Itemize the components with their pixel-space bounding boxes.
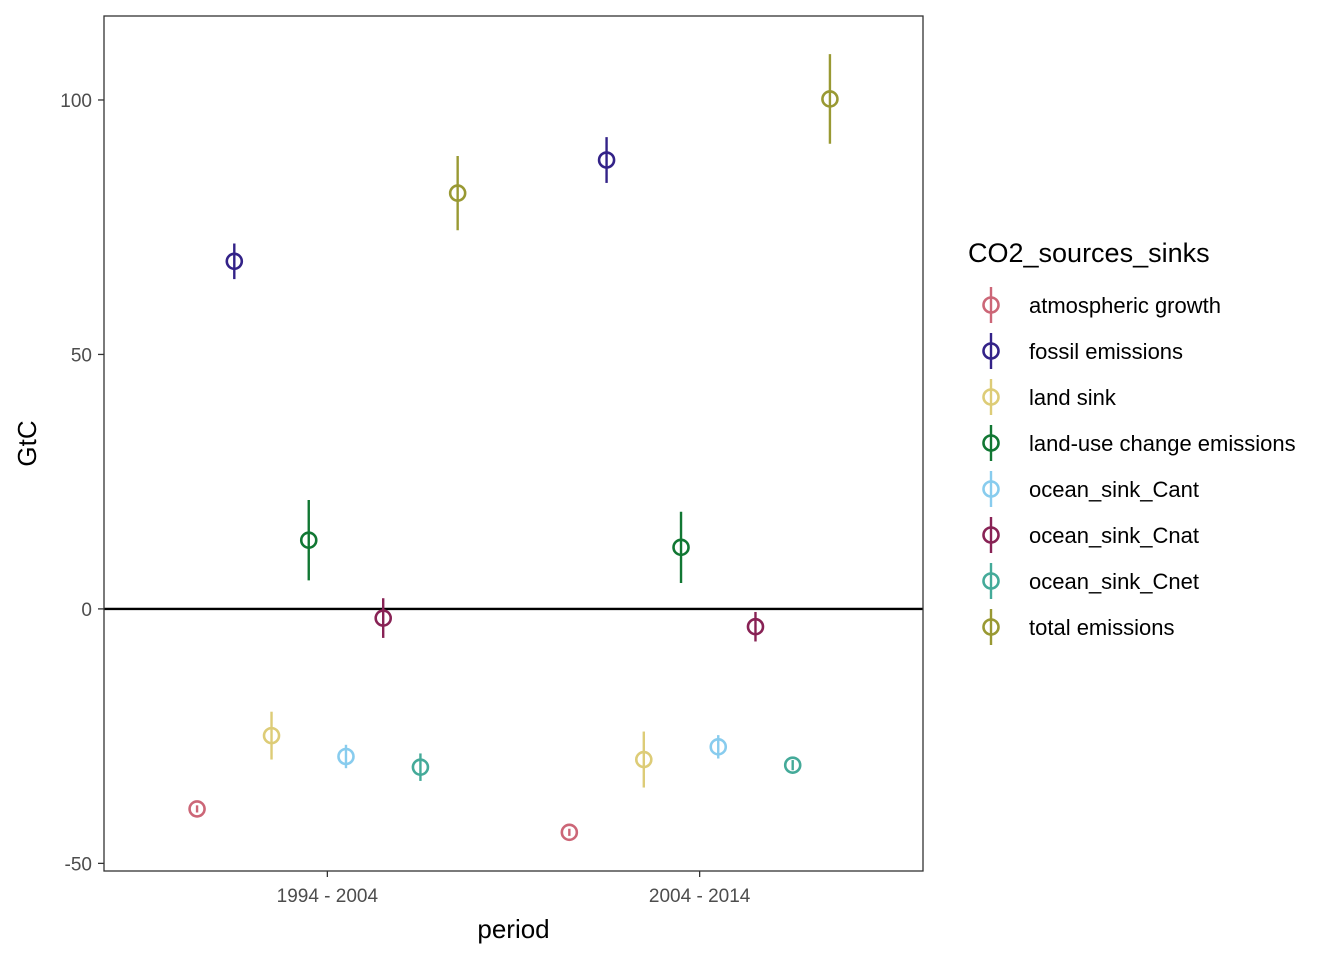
legend-key-point (982, 388, 1000, 406)
data-point (337, 747, 355, 766)
y-tick-label: 100 (60, 91, 92, 112)
data-point (262, 726, 281, 745)
legend-key-point (982, 434, 1000, 452)
y-tick-label: -50 (65, 854, 92, 875)
data-point (821, 90, 839, 108)
y-tick-label: 50 (71, 345, 92, 366)
data-point (560, 823, 579, 842)
legend-key-point (982, 296, 1000, 314)
x-tick-label: 2004 - 2014 (649, 886, 751, 907)
legend-key-point (982, 526, 1000, 544)
y-tick-label: 0 (81, 600, 92, 621)
legend-label: fossil emissions (1029, 339, 1183, 364)
data-point (746, 617, 765, 636)
x-axis-title: period (477, 914, 549, 944)
data-point (448, 184, 467, 202)
legend-label: land sink (1029, 385, 1117, 410)
data-point (411, 758, 430, 776)
legend-title: CO2_sources_sinks (968, 238, 1210, 268)
data-point (597, 151, 616, 169)
data-point (225, 252, 244, 271)
plot-border (103, 15, 924, 872)
legend-label: ocean_sink_Cnat (1029, 523, 1199, 548)
legend-key-point (982, 480, 1000, 498)
legend-key-point (982, 618, 1000, 636)
legend-key-point (982, 342, 1000, 360)
legend-label: total emissions (1029, 615, 1175, 640)
data-point (374, 609, 393, 627)
data-point (672, 538, 690, 557)
legend-label: land-use change emissions (1029, 431, 1296, 456)
data-point (188, 800, 206, 818)
plot-panel (104, 16, 923, 871)
legend-label: atmospheric growth (1029, 293, 1221, 318)
legend-label: ocean_sink_Cnet (1029, 569, 1199, 594)
data-point (299, 531, 318, 549)
data-point (783, 756, 802, 774)
data-point (709, 738, 728, 756)
data-point (634, 750, 653, 769)
y-axis-title: GtC (12, 420, 42, 466)
legend-label: ocean_sink_Cant (1029, 477, 1199, 502)
legend-key-point (982, 572, 1000, 590)
x-tick-label: 1994 - 2004 (277, 886, 379, 907)
